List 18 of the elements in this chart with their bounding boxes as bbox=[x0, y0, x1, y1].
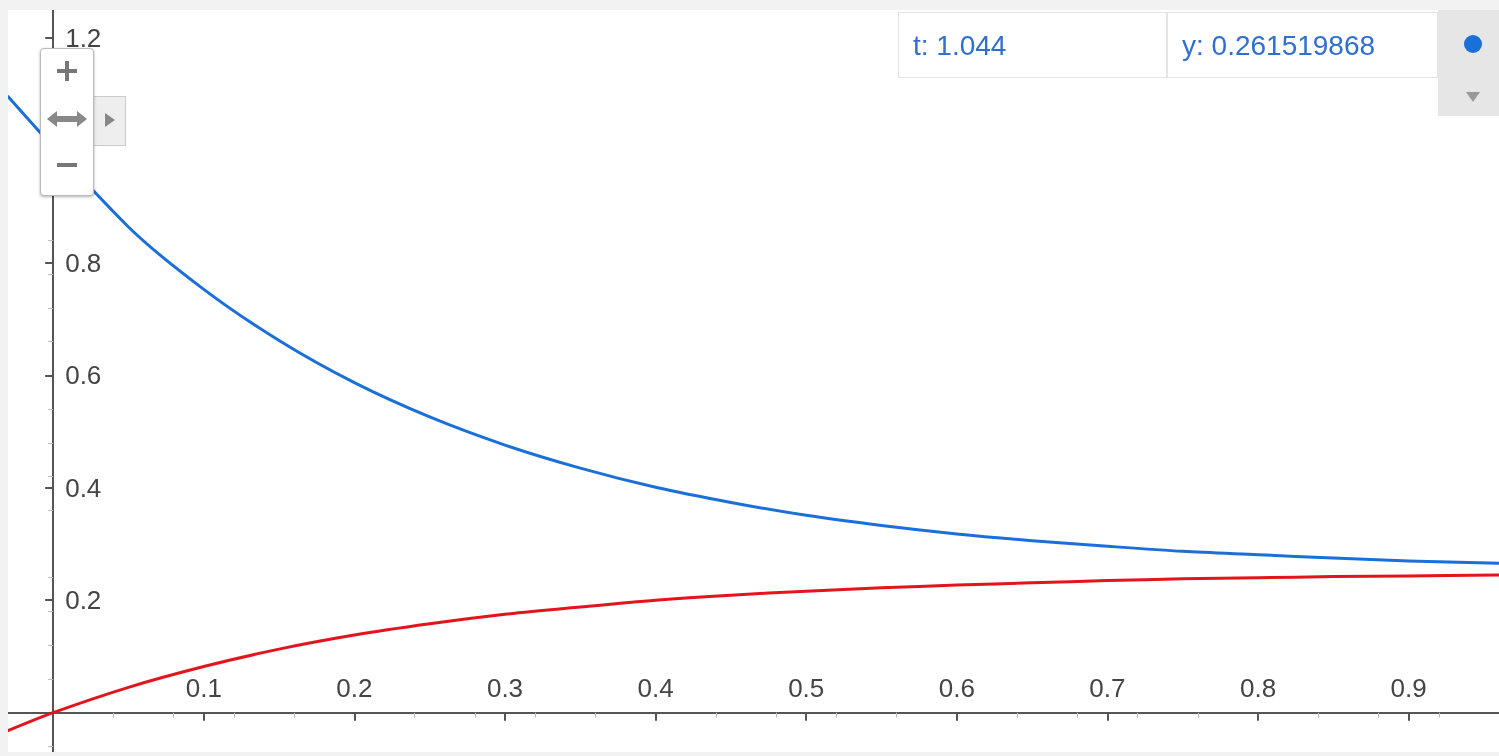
x-tick-label: 0.8 bbox=[1239, 672, 1277, 703]
y-tick-label: 0.4 bbox=[65, 472, 102, 503]
y-tick-label: 1.2 bbox=[65, 23, 102, 54]
x-tick-label: 0.9 bbox=[1390, 672, 1427, 703]
x-tick-label: 0.7 bbox=[1089, 672, 1126, 703]
readout-field: y: 0.261519868 bbox=[1167, 12, 1438, 78]
y-tick-label: 0.6 bbox=[65, 360, 102, 391]
x-tick-label: 0.1 bbox=[185, 672, 222, 703]
line-series bbox=[8, 95, 1499, 565]
x-tick-label: 0.3 bbox=[486, 672, 524, 703]
y-tick-label: 0.8 bbox=[65, 247, 102, 278]
y-tick-label: 0.2 bbox=[65, 585, 102, 616]
x-tick-label: 0.4 bbox=[637, 672, 674, 703]
x-tick-label: 0.6 bbox=[938, 672, 975, 703]
x-tick-label: 0.5 bbox=[788, 672, 825, 703]
line-series bbox=[8, 573, 1499, 733]
x-tick-label: 0.2 bbox=[336, 672, 373, 703]
readout-field: t: 1.044 bbox=[898, 12, 1167, 78]
